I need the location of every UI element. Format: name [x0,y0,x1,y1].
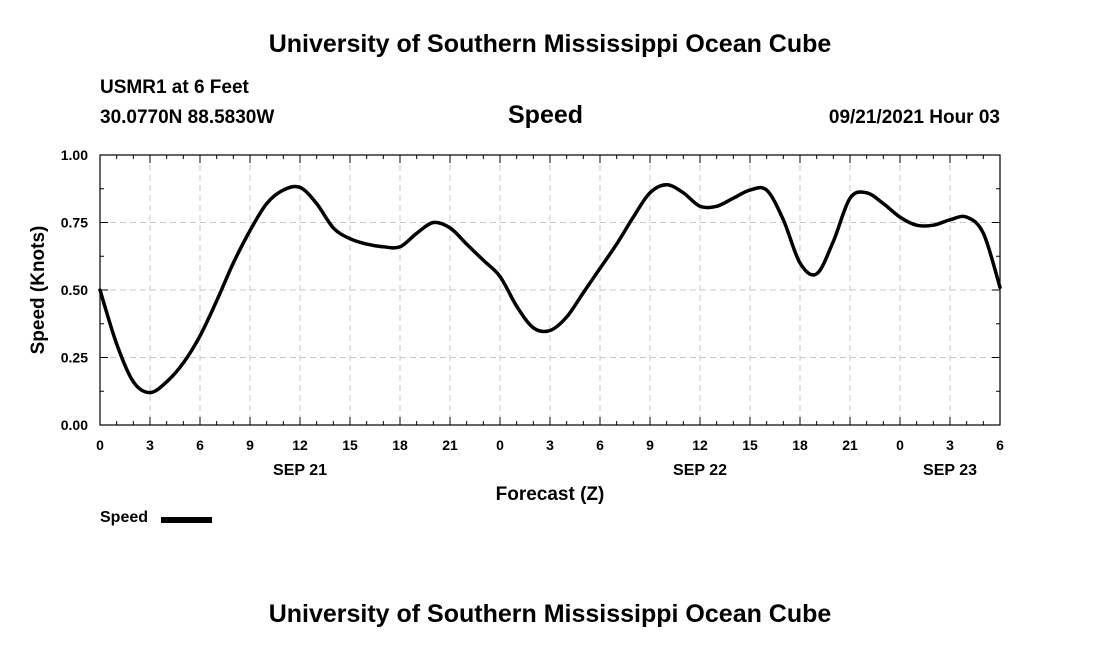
y-tick-label: 0.00 [61,417,88,433]
legend-label: Speed [100,509,149,526]
y-tick-label: 0.75 [61,215,88,231]
date-label: SEP 21 [273,462,327,479]
y-tick-label: 0.50 [61,282,88,298]
x-tick-label: 9 [646,437,654,453]
location-label: 30.0770N 88.5830W [100,107,275,128]
x-tick-label: 15 [342,437,358,453]
station-label: USMR1 at 6 Feet [100,77,249,98]
x-tick-label: 15 [742,437,758,453]
x-tick-label: 18 [792,437,808,453]
x-tick-label: 0 [96,437,104,453]
y-tick-label: 0.25 [61,350,88,366]
x-axis-label: Forecast (Z) [496,484,605,505]
series-layer [98,182,1002,395]
grid-lines [100,155,1000,425]
x-tick-label: 6 [196,437,204,453]
date-label: SEP 23 [923,462,977,479]
x-tick-label: 21 [442,437,458,453]
x-tick-label: 6 [996,437,1004,453]
x-tick-label: 3 [146,437,154,453]
x-tick-label: 0 [496,437,504,453]
chart-heading: Speed [508,101,584,129]
legend-swatch-speed [161,517,212,523]
y-tick-label: 1.00 [61,147,88,163]
date-label: SEP 22 [673,462,727,479]
x-tick-label: 6 [596,437,604,453]
series-line-speed [98,182,1002,395]
tick-marks [99,154,1001,426]
x-tick-label: 9 [246,437,254,453]
x-tick-label: 21 [842,437,858,453]
x-tick-label: 0 [896,437,904,453]
x-tick-label: 12 [292,437,308,453]
y-axis-label: Speed (Knots) [28,226,49,355]
x-tick-label: 3 [946,437,954,453]
top-title: University of Southern Mississippi Ocean… [268,30,832,58]
x-tick-label: 3 [546,437,554,453]
bottom-title: University of Southern Mississippi Ocean… [268,600,832,628]
issued-time: 09/21/2021 Hour 03 [828,107,1000,128]
x-tick-label: 18 [392,437,408,453]
x-tick-label: 12 [692,437,708,453]
tick-labels: 0 3 6 9 12 15 18 21 0 3 6 9 12 15 18 21 0 3 6 0.00 0.25 0.50 0… [61,147,1004,479]
